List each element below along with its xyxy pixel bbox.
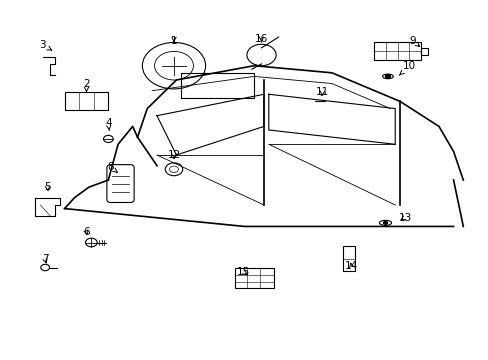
Text: 1: 1 — [170, 36, 177, 46]
Text: 2: 2 — [83, 78, 90, 92]
Text: 5: 5 — [44, 182, 51, 192]
Text: 3: 3 — [40, 40, 52, 50]
Text: 16: 16 — [254, 34, 267, 44]
Text: 4: 4 — [105, 118, 111, 131]
Text: 8: 8 — [107, 162, 117, 172]
Text: 11: 11 — [315, 87, 328, 98]
Text: 14: 14 — [344, 261, 357, 271]
Text: 6: 6 — [83, 227, 90, 237]
Circle shape — [385, 75, 389, 78]
Text: 15: 15 — [236, 267, 250, 277]
Circle shape — [383, 221, 386, 224]
Text: 7: 7 — [42, 254, 48, 264]
Text: 12: 12 — [167, 150, 180, 160]
Text: 13: 13 — [398, 212, 411, 222]
Text: 10: 10 — [398, 61, 415, 75]
Text: 9: 9 — [408, 36, 419, 46]
